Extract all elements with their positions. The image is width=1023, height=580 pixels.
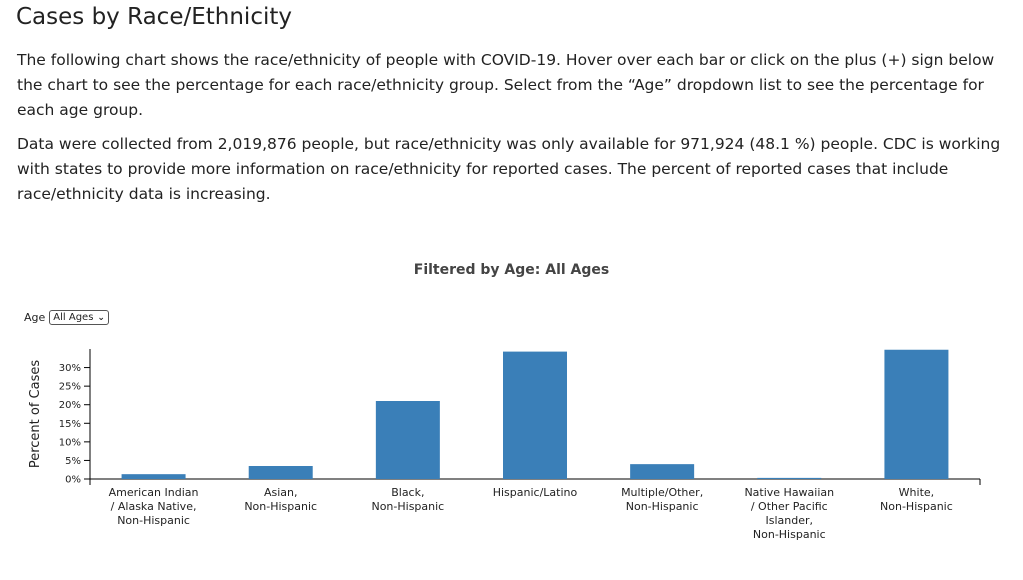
y-axis-label: Percent of Cases [28,360,43,469]
y-tick-label: 5% [65,456,81,467]
chart-title: Filtered by Age: All Ages [413,262,610,278]
bar[interactable] [884,349,949,479]
x-tick-label-line: Non-Hispanic [753,528,826,541]
age-dropdown[interactable]: All Ages ⌄ [49,310,109,325]
y-tick-label: 0% [65,475,81,486]
x-tick-label: White, Non-Hispanic [880,486,953,513]
x-tick-label-line: Black, [391,486,424,499]
bar[interactable] [375,401,440,479]
x-tick-label-line: White, [899,486,934,499]
y-tick-label: 30% [59,363,81,374]
y-tick-label: 10% [59,437,81,448]
x-tick-label-line: American Indian [109,486,199,499]
x-tick-label-line: / Alaska Native, [111,500,197,513]
x-tick-label: American Indian / Alaska Native, Non-Hispa… [109,486,199,527]
bar-chart: 0% 5% 10% 15% 20% 25% 30% Percent of Cases Ameri… [28,349,981,541]
data-note-paragraph: Data were collected from 2,019,876 peopl… [17,135,1001,203]
x-tick-label-line: Asian, [264,486,298,499]
x-tick-label: Multiple/Other, Non-Hispanic [621,486,703,513]
age-filter-label: Age [24,311,46,324]
y-tick-label: 25% [59,382,81,393]
page-title: Cases by Race/Ethnicity [16,4,292,30]
bar[interactable] [503,351,567,479]
bar[interactable] [121,474,186,479]
x-tick-label-line: Multiple/Other, [621,486,703,499]
x-tick-label-line: Non-Hispanic [626,500,699,513]
x-tick-label-line: Non-Hispanic [244,500,317,513]
x-tick-label-line: Native Hawaiian [744,486,834,499]
bar[interactable] [630,464,695,479]
x-tick-label-line: / Other Pacific [751,500,828,513]
bar[interactable] [757,477,822,479]
x-tick-label: Black, Non-Hispanic [371,486,444,513]
chevron-down-icon: ⌄ [97,312,105,323]
x-tick-label: Native Hawaiian / Other Pacific Islander, N… [744,486,834,541]
description-paragraph: The following chart shows the race/ethni… [17,51,995,119]
x-tick-label: Asian, Non-Hispanic [244,486,317,513]
x-tick-label-line: Hispanic/Latino [493,486,578,499]
x-tick-label-line: Non-Hispanic [117,514,190,527]
x-tick-label-line: Non-Hispanic [371,500,444,513]
y-tick-label: 15% [59,419,81,430]
x-tick-label-line: Islander, [766,514,814,527]
x-tick-label-line: Non-Hispanic [880,500,953,513]
y-tick-label: 20% [59,400,81,411]
x-tick-label: Hispanic/Latino [493,486,578,499]
bar[interactable] [248,466,313,479]
age-dropdown-value: All Ages [53,312,94,323]
age-filter: Age All Ages ⌄ [24,310,109,325]
